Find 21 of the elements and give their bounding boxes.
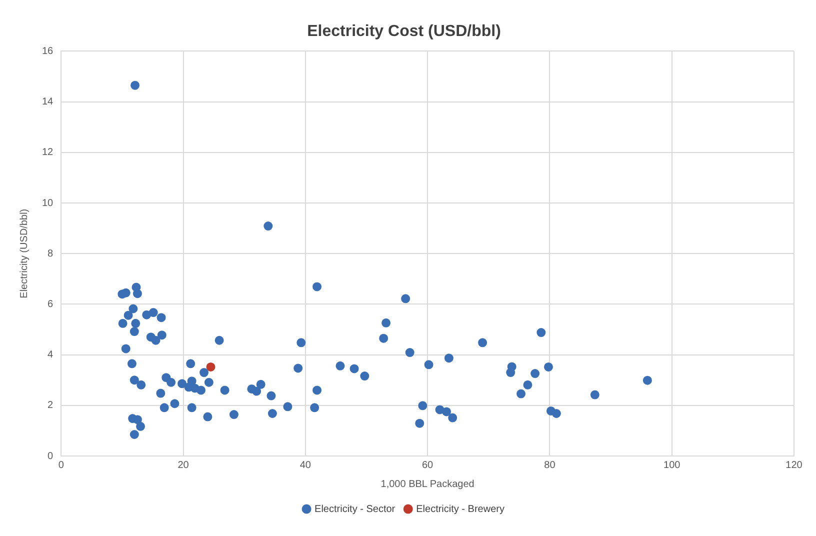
y-axis-title: Electricity (USD/bbl) bbox=[18, 208, 30, 298]
x-tick-label: 0 bbox=[58, 460, 64, 471]
y-tick-label: 6 bbox=[48, 298, 54, 310]
x-tick-label: 120 bbox=[786, 460, 803, 471]
legend-label: Electricity - Brewery bbox=[416, 504, 504, 515]
chart-title: Electricity Cost (USD/bbl) bbox=[307, 23, 501, 40]
x-tick-label: 80 bbox=[544, 460, 556, 471]
y-tick-label: 0 bbox=[48, 450, 54, 462]
y-tick-label: 10 bbox=[42, 198, 54, 209]
x-tick-label: 40 bbox=[300, 460, 312, 471]
legend-label: Electricity - Sector bbox=[314, 504, 396, 515]
y-tick-label: 16 bbox=[42, 46, 54, 57]
y-tick-label: 12 bbox=[42, 147, 54, 158]
y-tick-label: 14 bbox=[42, 96, 54, 108]
y-tick-label: 8 bbox=[48, 248, 54, 260]
x-tick-label: 60 bbox=[422, 460, 434, 471]
y-tick-label: 4 bbox=[48, 350, 54, 361]
x-tick-label: 20 bbox=[178, 460, 190, 471]
y-tick-label: 2 bbox=[48, 400, 54, 412]
x-axis-title: 1,000 BBL Packaged bbox=[380, 478, 474, 490]
x-tick-label: 100 bbox=[664, 460, 681, 471]
